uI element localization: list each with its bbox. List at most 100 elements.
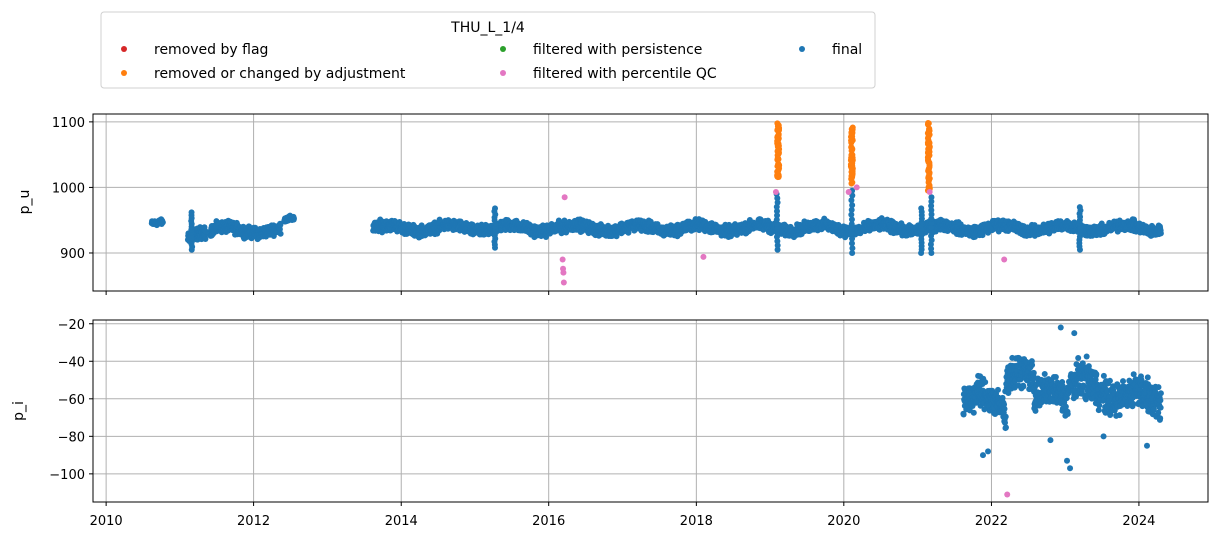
final-spike-point [928, 245, 935, 252]
final-point [290, 215, 297, 222]
percentile-qc-point [1001, 256, 1008, 263]
final-outlier-point [985, 448, 992, 455]
percentile-qc-point [559, 256, 566, 263]
legend-entry-filtered-with-percentile-qc: filtered with percentile QC [500, 66, 717, 82]
final-point [970, 409, 977, 416]
final-spike-point [848, 226, 855, 233]
y-tick-label: −60 [58, 393, 85, 408]
legend-label-final: final [832, 42, 862, 58]
axes-frame-p-i [92, 319, 1209, 503]
legend-frame [100, 11, 876, 89]
y-tick-label: −80 [58, 430, 85, 445]
final-outlier-point [1071, 330, 1078, 337]
final-point [1062, 403, 1069, 410]
final-point [1124, 402, 1131, 409]
final-point [1005, 390, 1012, 397]
final-point [1083, 353, 1090, 360]
final-point [1100, 372, 1107, 379]
final-point [1155, 409, 1162, 416]
legend-marker-percentile-qc [500, 70, 506, 76]
percentile-qc-point [845, 189, 852, 196]
final-spike-point [773, 233, 780, 240]
final-point [1096, 402, 1103, 409]
legend: THU_L_1/4 removed by flag removed or cha… [100, 11, 876, 89]
final-point [982, 379, 989, 386]
final-outlier-point [1057, 324, 1064, 331]
legend-entry-filtered-with-persistence: filtered with persistence [500, 42, 702, 58]
legend-marker-removed-by-flag [121, 46, 127, 52]
legend-label-adjustment: removed or changed by adjustment [154, 66, 406, 82]
final-point [1138, 376, 1145, 383]
final-spike-point [928, 194, 935, 201]
final-point [1064, 411, 1071, 418]
final-spike-point [928, 215, 935, 222]
adjustment-point [774, 123, 781, 130]
final-point [1020, 383, 1027, 390]
final-spike-point [848, 230, 855, 237]
final-point [1144, 374, 1151, 381]
legend-label-percentile-qc: filtered with percentile QC [533, 66, 717, 82]
adjustment-point [925, 177, 932, 184]
final-point [202, 235, 209, 242]
final-point [1002, 413, 1009, 420]
final-spike-point [774, 225, 781, 232]
final-spike-point [1076, 204, 1083, 211]
y-tick-label: 900 [60, 247, 85, 262]
x-tick-label: 2012 [237, 514, 270, 529]
final-point [1139, 403, 1146, 410]
final-spike-point [918, 205, 925, 212]
final-point [1120, 378, 1127, 385]
final-outlier-point [1143, 442, 1150, 449]
final-point [994, 386, 1001, 393]
final-point [638, 227, 645, 234]
final-spike-point [928, 219, 935, 226]
ylabel-p-u: p_u [17, 190, 33, 215]
final-spike-point [774, 246, 781, 253]
adjustment-point [849, 164, 856, 171]
final-outlier-point [1064, 457, 1071, 464]
marks-p-u [148, 120, 1164, 286]
adjustment-point [776, 162, 783, 169]
final-point [1052, 374, 1059, 381]
final-point [1001, 401, 1008, 408]
final-point [1130, 371, 1137, 378]
final-spike-point [928, 207, 935, 214]
axes-frame-p-u [92, 113, 1209, 292]
adjustment-point [774, 143, 781, 150]
legend-entry-removed-by-flag: removed by flag [121, 42, 268, 58]
adjustment-point [848, 129, 855, 136]
final-spike-point [849, 249, 856, 256]
final-spike-point [849, 202, 856, 209]
final-point [1001, 419, 1008, 426]
percentile-qc-point [772, 189, 779, 196]
final-point [1150, 406, 1157, 413]
y-tick-label: 1000 [52, 181, 85, 196]
final-spike-point [848, 221, 855, 228]
final-point [1157, 404, 1164, 411]
percentile-qc-point [853, 184, 860, 191]
x-tick-label: 2020 [827, 514, 860, 529]
final-spike-point [928, 249, 935, 256]
final-point [1130, 400, 1137, 407]
final-point [1093, 371, 1100, 378]
adjustment-point [925, 120, 932, 127]
final-point [202, 228, 209, 235]
y-tick-label: 1100 [52, 116, 85, 131]
final-point [1030, 369, 1037, 376]
final-point [1032, 407, 1039, 414]
final-spike-point [928, 198, 935, 205]
final-spike-point [928, 211, 935, 218]
x-tick-label: 2010 [90, 514, 123, 529]
final-spike-point [848, 240, 855, 247]
final-spike-point [849, 235, 856, 242]
percentile-qc-point [560, 279, 567, 286]
legend-marker-adjustment [121, 70, 127, 76]
x-tick-label: 2016 [532, 514, 565, 529]
final-spike-point [848, 206, 855, 213]
final-spike-point [774, 212, 781, 219]
final-spike-point [849, 245, 856, 252]
percentile-qc-point [560, 269, 567, 276]
final-outlier-point [979, 452, 986, 459]
x-tick-label: 2022 [975, 514, 1008, 529]
final-spike-point [848, 216, 855, 223]
